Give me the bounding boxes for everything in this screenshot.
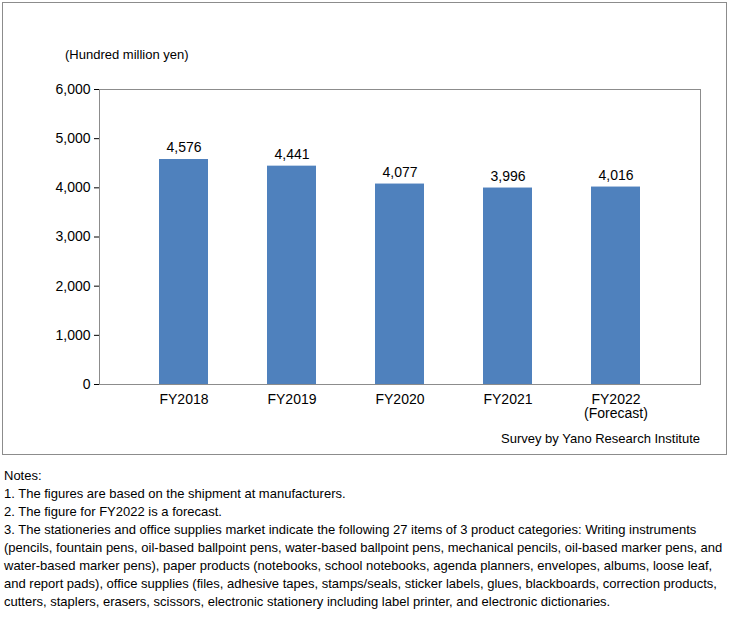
svg-text:5,000: 5,000 (55, 130, 90, 146)
svg-text:FY2019: FY2019 (267, 391, 316, 407)
svg-text:FY2022(Forecast): FY2022(Forecast) (584, 391, 648, 421)
svg-text:3,000: 3,000 (55, 228, 90, 244)
svg-text:4,441: 4,441 (274, 146, 309, 162)
svg-text:FY2021: FY2021 (483, 391, 532, 407)
html-text:(Hundred million yen): (Hundred million yen) (65, 47, 189, 62)
svg-text:6,000: 6,000 (55, 81, 90, 97)
html-text:2. The figure for FY2022 is a: 2. The figure for FY2022 is a forecast. (4, 504, 222, 519)
html-text:Notes:: Notes: (4, 468, 42, 483)
svg-text:4,576: 4,576 (166, 139, 201, 155)
html-text:3. The stationeries and office: 3. The stationeries and office supplies … (4, 522, 723, 609)
svg-text:2,000: 2,000 (55, 278, 90, 294)
html-text:Survey by Yano Research Instit: Survey by Yano Research Institute (501, 431, 700, 446)
svg-text:4,016: 4,016 (598, 167, 633, 183)
svg-text:FY2020: FY2020 (375, 391, 424, 407)
svg-text:1,000: 1,000 (55, 327, 90, 343)
svg-text:FY2018: FY2018 (159, 391, 208, 407)
svg-text:0: 0 (83, 376, 91, 392)
svg-text:4,077: 4,077 (382, 164, 417, 180)
svg-text:3,996: 3,996 (490, 168, 525, 184)
svg-text:4,000: 4,000 (55, 179, 90, 195)
html-text:1. The figures are based on th: 1. The figures are based on the shipment… (4, 486, 346, 501)
